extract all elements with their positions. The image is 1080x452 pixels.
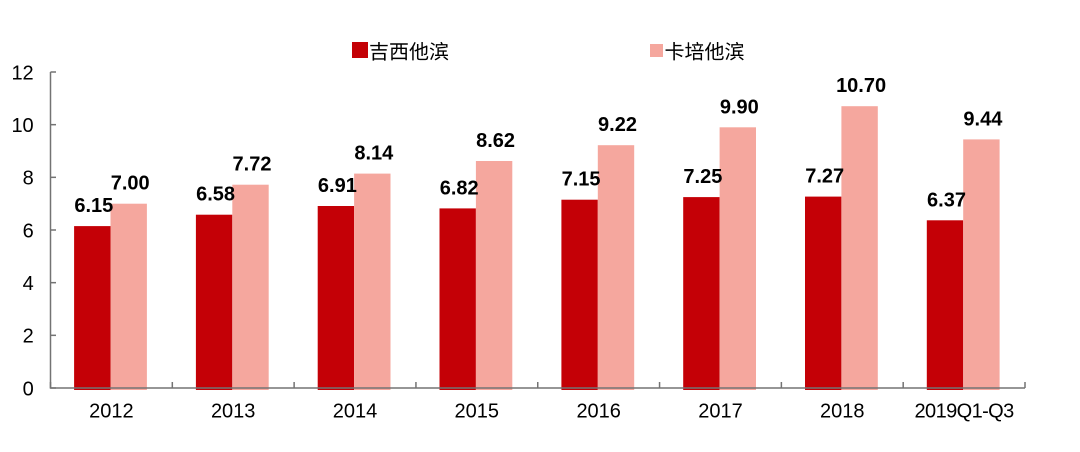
svg-text:2014: 2014 [333, 401, 378, 423]
svg-text:8: 8 [23, 168, 34, 190]
svg-text:8.62: 8.62 [476, 130, 515, 152]
svg-text:2016: 2016 [576, 401, 621, 423]
svg-text:7.00: 7.00 [111, 173, 150, 195]
svg-text:6.58: 6.58 [196, 184, 235, 206]
svg-text:2013: 2013 [211, 401, 256, 423]
svg-text:12: 12 [11, 62, 33, 84]
svg-text:10.70: 10.70 [836, 75, 886, 97]
svg-text:2015: 2015 [455, 401, 500, 423]
svg-text:6.91: 6.91 [318, 175, 357, 197]
svg-text:6.37: 6.37 [927, 189, 966, 211]
svg-text:2018: 2018 [820, 401, 865, 423]
svg-text:7.25: 7.25 [683, 166, 722, 188]
svg-text:6.82: 6.82 [440, 177, 479, 199]
svg-text:9.90: 9.90 [720, 96, 759, 118]
svg-text:10: 10 [11, 115, 33, 137]
svg-text:7.27: 7.27 [805, 166, 844, 188]
svg-text:0: 0 [23, 378, 34, 400]
svg-text:2017: 2017 [698, 401, 743, 423]
svg-text:7.72: 7.72 [233, 154, 272, 176]
svg-text:8.14: 8.14 [354, 143, 394, 165]
svg-text:2: 2 [23, 326, 34, 348]
svg-text:9.22: 9.22 [598, 114, 637, 136]
svg-text:2012: 2012 [89, 401, 134, 423]
svg-text:6.15: 6.15 [74, 195, 113, 217]
svg-text:4: 4 [23, 273, 34, 295]
svg-text:6: 6 [23, 220, 34, 242]
svg-text:9.44: 9.44 [963, 108, 1003, 130]
svg-text:2019Q1-Q3: 2019Q1-Q3 [915, 401, 1015, 423]
svg-text:7.15: 7.15 [562, 169, 601, 191]
